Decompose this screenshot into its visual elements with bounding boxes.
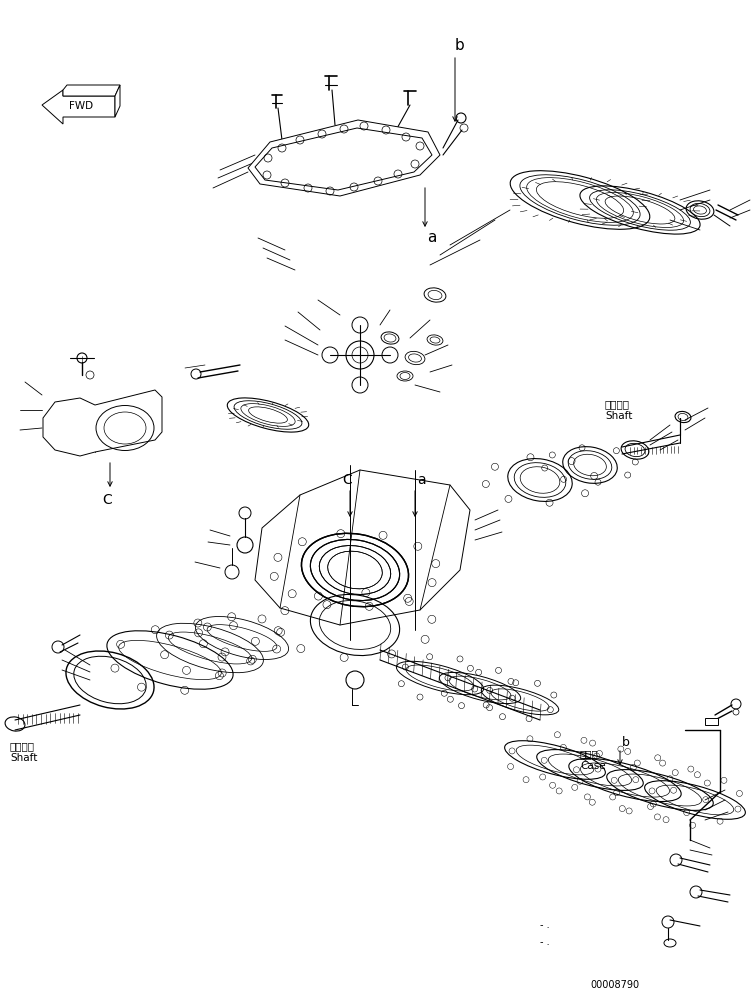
Polygon shape xyxy=(63,85,120,96)
Text: シャフト
Shaft: シャフト Shaft xyxy=(10,741,38,763)
Text: b: b xyxy=(455,38,465,53)
Polygon shape xyxy=(42,90,115,124)
Text: シャフト
Shaft: シャフト Shaft xyxy=(605,399,633,421)
Text: - .: - . xyxy=(540,937,550,947)
Text: b: b xyxy=(622,737,630,750)
Polygon shape xyxy=(115,85,120,117)
Polygon shape xyxy=(43,390,162,456)
Text: 00008790: 00008790 xyxy=(590,980,639,990)
Polygon shape xyxy=(705,718,718,725)
Text: a: a xyxy=(417,473,425,487)
Text: a: a xyxy=(427,230,437,245)
Text: - .: - . xyxy=(540,920,550,930)
Text: C: C xyxy=(102,493,111,507)
Text: FWD: FWD xyxy=(69,101,93,111)
Polygon shape xyxy=(255,470,470,625)
Polygon shape xyxy=(248,120,440,196)
Text: C: C xyxy=(342,473,352,487)
Text: ケース
Case: ケース Case xyxy=(580,749,605,771)
